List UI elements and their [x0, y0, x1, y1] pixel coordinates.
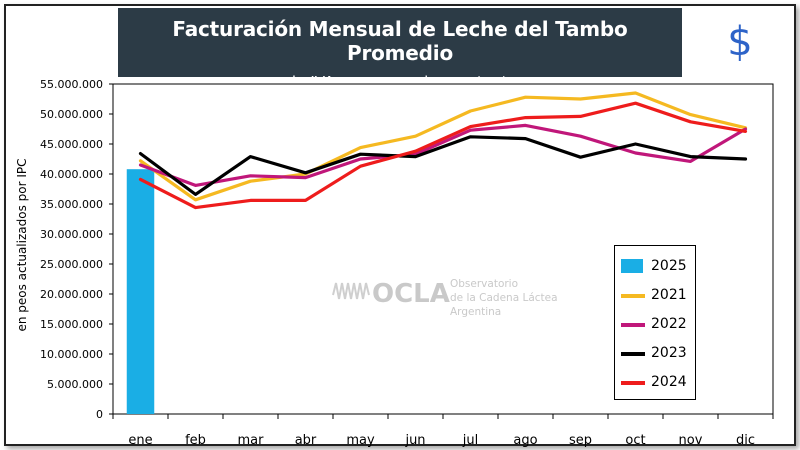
legend: 2025 2021 2022 2023 2024 [614, 245, 696, 400]
x-tick-label: dic [736, 433, 755, 448]
x-tick-label: jun [404, 433, 425, 448]
legend-label-2025: 2025 [651, 258, 687, 274]
x-tick-label: sep [569, 433, 592, 448]
x-tick-label: may [346, 433, 375, 448]
y-tick-label: 25.000.000 [40, 258, 103, 271]
chart-subtitle: - sin IVA y en moneda constante - [118, 73, 682, 91]
series-line-2021 [138, 91, 748, 202]
x-tick-label: nov [679, 433, 703, 448]
x-tick-label: oct [625, 433, 645, 448]
x-tick-label: mar [238, 433, 265, 448]
y-tick-label: 50.000.000 [40, 108, 103, 121]
legend-label-2023: 2023 [651, 345, 687, 361]
ocla-watermark: OCLA Observatorio de la Cadena Láctea Ar… [332, 278, 558, 318]
subtitle-text: sin IVA y en moneda constante - [284, 73, 527, 91]
series-line-2022 [138, 123, 748, 187]
watermark-line-2: de la Cadena Láctea [450, 292, 558, 304]
y-tick-label: 10.000.000 [40, 348, 103, 361]
bar-2025-ene [126, 169, 155, 414]
watermark-line-3: Argentina [450, 306, 501, 318]
legend-label-2022: 2022 [651, 316, 687, 332]
legend-swatch-2021 [621, 294, 645, 298]
watermark-line-1: Observatorio [450, 278, 518, 290]
y-tick-label: 15.000.000 [40, 318, 103, 331]
y-tick-label: 35.000.000 [40, 198, 103, 211]
legend-swatch-2025 [621, 259, 643, 273]
y-tick-label: 5.000.000 [47, 378, 103, 391]
subtitle-dash: - [273, 73, 280, 91]
x-tick-label: abr [295, 433, 317, 448]
series-line-2023 [138, 135, 748, 196]
legend-swatch-2022 [621, 323, 645, 327]
y-tick-label: 55.000.000 [40, 78, 103, 91]
legend-swatch-2024 [621, 381, 645, 385]
legend-item-2024: 2024 [621, 372, 693, 394]
series-line-2024 [138, 101, 748, 210]
x-tick-label: ene [128, 433, 152, 448]
dollar-icon: $ [727, 19, 753, 65]
legend-item-2022: 2022 [621, 314, 693, 336]
y-tick-label: 30.000.000 [40, 228, 103, 241]
legend-item-2021: 2021 [621, 285, 693, 307]
y-tick-label: 45.000.000 [40, 138, 103, 151]
watermark-logo-text: OCLA [372, 279, 450, 309]
legend-label-2024: 2024 [651, 374, 687, 390]
x-tick-label: feb [185, 433, 206, 448]
legend-item-2023: 2023 [621, 343, 693, 365]
x-tick-label: jul [462, 433, 478, 448]
y-tick-label: 40.000.000 [40, 168, 103, 181]
chart-title: Facturación Mensual de Leche del Tambo P… [172, 17, 628, 65]
legend-item-2025: 2025 [621, 256, 693, 278]
y-tick-label: 0 [96, 408, 103, 421]
x-tick-label: ago [513, 433, 537, 448]
legend-swatch-2023 [621, 352, 645, 356]
y-tick-label: 20.000.000 [40, 288, 103, 301]
legend-label-2021: 2021 [651, 287, 687, 303]
ocla-logo-wave-icon [332, 282, 370, 300]
title-banner: Facturación Mensual de Leche del Tambo P… [118, 8, 682, 91]
